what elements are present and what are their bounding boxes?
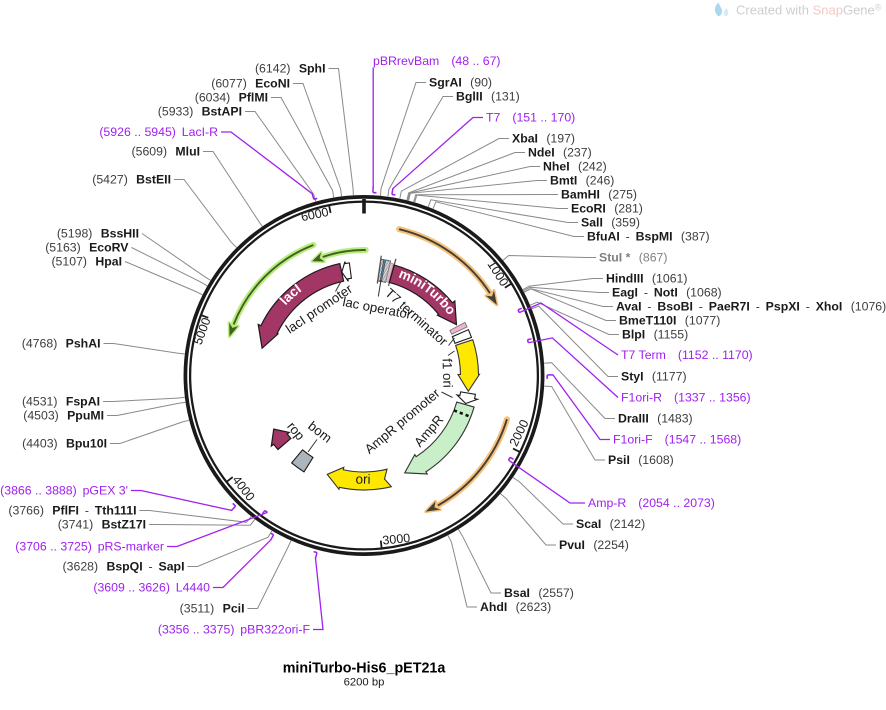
svg-text:6000: 6000 — [300, 205, 330, 224]
svg-text:(4503) PpuMI: (4503) PpuMI — [23, 409, 104, 423]
svg-text:XbaI (197): XbaI (197) — [512, 132, 575, 146]
svg-text:(6077) EcoNI: (6077) EcoNI — [211, 77, 290, 91]
svg-text:(6142) SphI: (6142) SphI — [255, 62, 326, 76]
svg-text:EagI - NotI (1068): EagI - NotI (1068) — [612, 286, 722, 300]
svg-text:(4403) Bpu10I: (4403) Bpu10I — [22, 437, 107, 451]
svg-text:ScaI (2142): ScaI (2142) — [576, 517, 645, 531]
svg-text:EcoRI (281): EcoRI (281) — [571, 202, 643, 216]
svg-text:HindIII (1061): HindIII (1061) — [606, 272, 687, 286]
svg-text:(5609) MluI: (5609) MluI — [132, 145, 200, 159]
svg-text:NheI (242): NheI (242) — [543, 160, 607, 174]
svg-text:(3628) BspQI - SapI: (3628) BspQI - SapI — [63, 560, 185, 574]
svg-text:Amp-R (2054 .. 2073): Amp-R (2054 .. 2073) — [588, 496, 715, 510]
svg-text:DraIII (1483): DraIII (1483) — [618, 412, 693, 426]
svg-text:PvuI (2254): PvuI (2254) — [559, 538, 629, 552]
svg-text:6200 bp: 6200 bp — [344, 677, 385, 689]
svg-text:(3511) PciI: (3511) PciI — [180, 602, 245, 616]
svg-text:(5163) EcoRV: (5163) EcoRV — [45, 241, 129, 255]
svg-text:PsiI (1608): PsiI (1608) — [608, 453, 674, 467]
svg-text:(6034) PflMI: (6034) PflMI — [195, 91, 268, 105]
svg-text:BmtI (246): BmtI (246) — [550, 174, 614, 188]
svg-text:3000: 3000 — [382, 531, 411, 548]
svg-text:pBRrevBam (48 .. 67): pBRrevBam (48 .. 67) — [373, 54, 501, 68]
svg-text:BsaI (2557): BsaI (2557) — [504, 586, 574, 600]
svg-text:StuI * (867): StuI * (867) — [599, 251, 667, 265]
svg-text:SalI (359): SalI (359) — [581, 216, 640, 230]
svg-text:(3609 .. 3626) L4440: (3609 .. 3626) L4440 — [93, 581, 210, 595]
svg-text:F1ori-R (1337 .. 1356): F1ori-R (1337 .. 1356) — [621, 391, 751, 405]
svg-text:(4531) FspAI: (4531) FspAI — [22, 395, 100, 409]
svg-text:(5107) HpaI: (5107) HpaI — [51, 255, 122, 269]
svg-text:(3706 .. 3725) pRS-marker: (3706 .. 3725) pRS-marker — [15, 540, 164, 554]
svg-text:AhdI (2623): AhdI (2623) — [480, 600, 551, 614]
svg-text:NdeI (237): NdeI (237) — [528, 146, 592, 160]
svg-text:T7 (151 .. 170): T7 (151 .. 170) — [486, 111, 575, 125]
svg-text:BamHI (275): BamHI (275) — [561, 188, 637, 202]
svg-text:(5198) BssHII: (5198) BssHII — [57, 227, 139, 241]
svg-text:(5926 .. 5945) LacI-R: (5926 .. 5945) LacI-R — [99, 125, 218, 139]
svg-text:miniTurbo-His6_pET21a: miniTurbo-His6_pET21a — [283, 661, 447, 677]
svg-text:SgrAI (90): SgrAI (90) — [429, 76, 492, 90]
svg-text:Created with SnapGene®: Created with SnapGene® — [736, 3, 882, 18]
svg-text:AvaI - BsoBI - PaeR7I -: AvaI - BsoBI - PaeR7I - PspXI - XhoI (10… — [616, 300, 886, 314]
svg-text:BfuAI - BspMI (387): BfuAI - BspMI (387) — [587, 230, 710, 244]
svg-text:ori: ori — [356, 472, 371, 487]
svg-text:BlpI (1155): BlpI (1155) — [622, 328, 688, 342]
svg-text:BmeT110I (1077): BmeT110I (1077) — [619, 314, 720, 328]
svg-text:f1 ori: f1 ori — [440, 358, 456, 388]
svg-text:(4768) PshAI: (4768) PshAI — [22, 337, 101, 351]
svg-text:BglII (131): BglII (131) — [456, 90, 520, 104]
svg-text:T7 Term (1152 .. 1170): T7 Term (1152 .. 1170) — [621, 348, 753, 362]
svg-text:(3741) BstZ17I: (3741) BstZ17I — [58, 518, 146, 532]
svg-text:(5427) BstEII: (5427) BstEII — [92, 173, 171, 187]
svg-text:F1ori-F (1547 .. 1568): F1ori-F (1547 .. 1568) — [613, 433, 741, 447]
svg-text:(3866 .. 3888) pGEX 3': (3866 .. 3888) pGEX 3' — [0, 484, 128, 498]
svg-text:(3766) PflFI - Tth111I: (3766) PflFI - Tth111I — [8, 504, 136, 518]
svg-text:StyI (1177): StyI (1177) — [621, 370, 687, 384]
svg-text:(5933) BstAPI: (5933) BstAPI — [158, 105, 242, 119]
svg-text:(3356 .. 3375) pBR322ori-F: (3356 .. 3375) pBR322ori-F — [158, 623, 311, 637]
